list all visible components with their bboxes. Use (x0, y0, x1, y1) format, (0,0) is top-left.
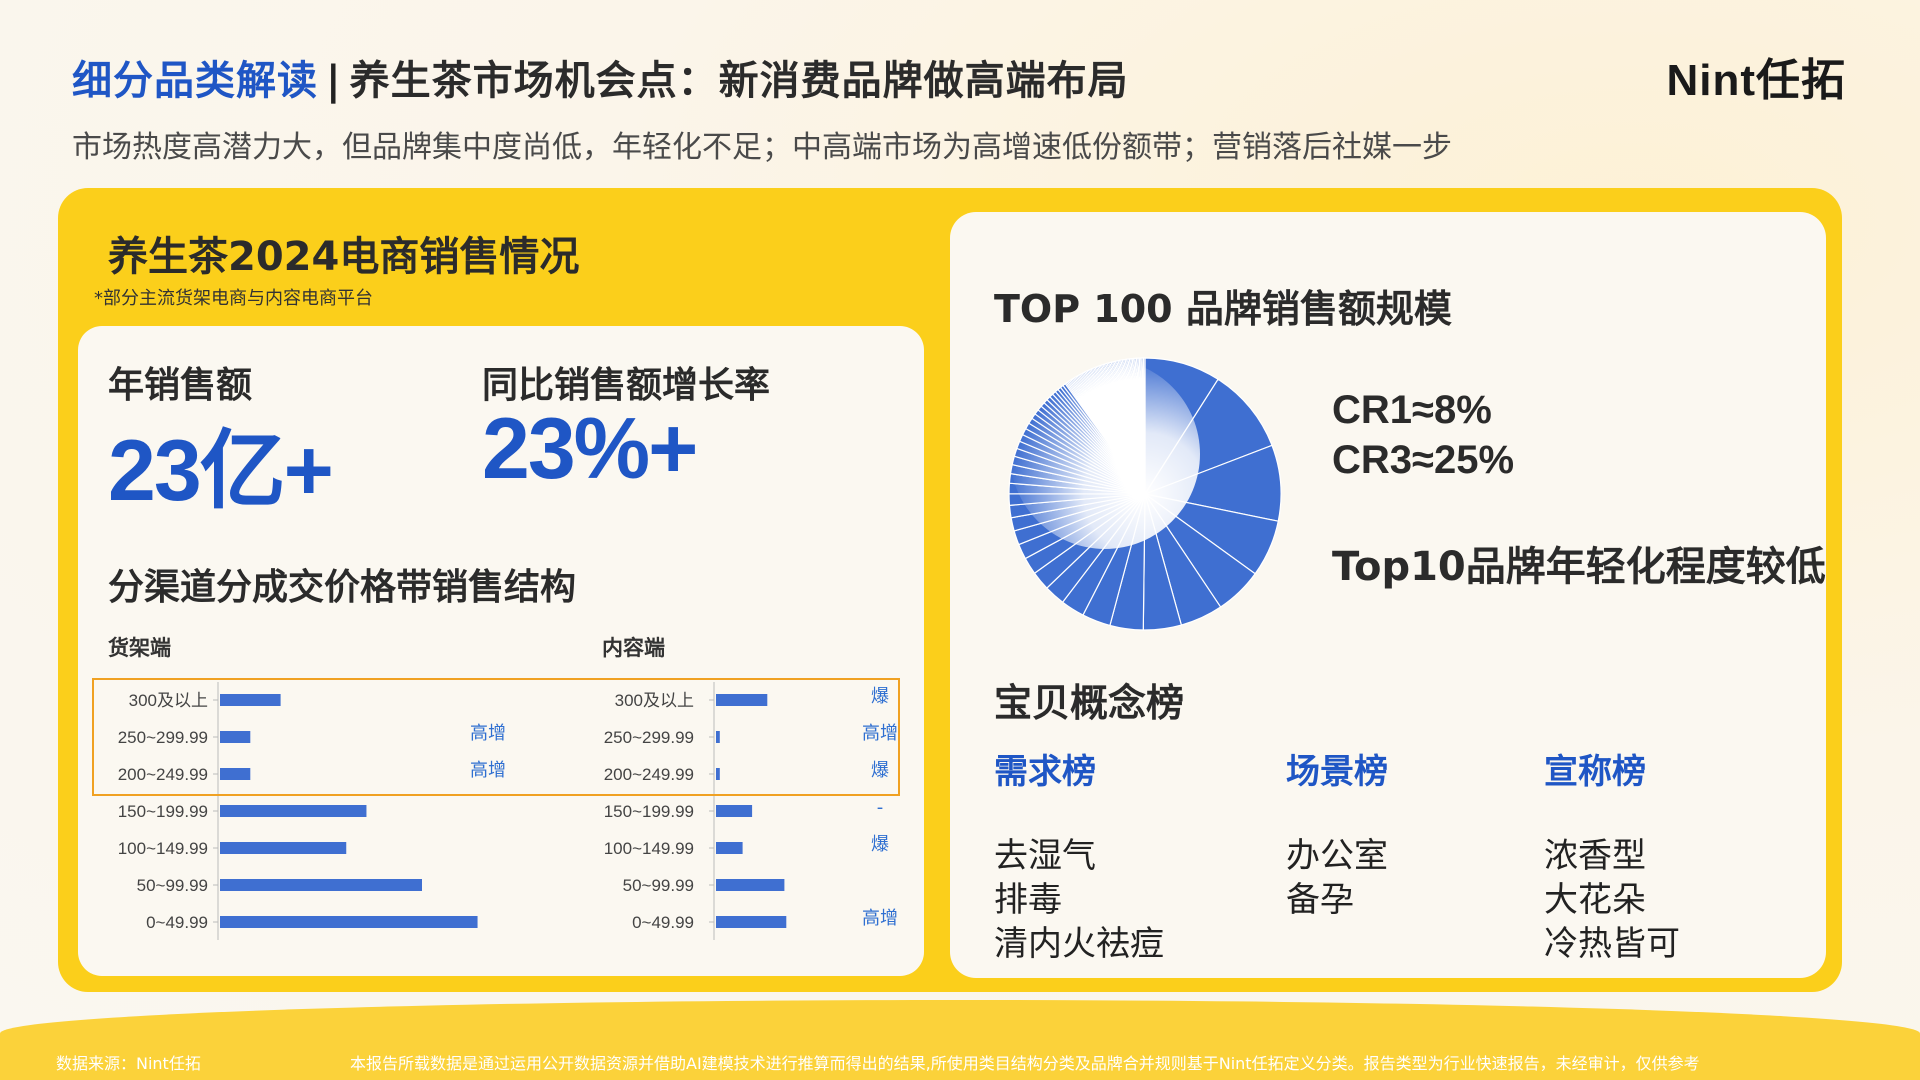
shelf-annotation: 高增 (470, 760, 506, 781)
header-title: 细分品类解读 | 养生茶市场机会点：新消费品牌做高端布局 (72, 48, 1129, 106)
scene-item: 备孕 (1286, 880, 1354, 920)
content-category-label: 50~99.99 (623, 876, 694, 895)
content-bar (716, 768, 720, 780)
shelf-bar (220, 731, 251, 743)
header-main-title: 养生茶市场机会点：新消费品牌做高端布局 (349, 58, 1129, 104)
shelf-bar (220, 842, 347, 854)
price-band-bar-chart: 300及以上 250~299.99 高增 200~249.99 高增 150~199.99… (118, 682, 898, 940)
channel-content-label: 内容端 (602, 636, 665, 660)
premium-band-highlight (92, 678, 900, 796)
pie-title: TOP 100 品牌销售额规模 (994, 287, 1452, 331)
shelf-bar (220, 879, 422, 891)
shelf-category-label: 100~149.99 (118, 839, 208, 858)
header-accent: 细分品类解读 (72, 58, 318, 104)
content-category-label: 200~249.99 (604, 765, 694, 784)
scene-ranking-head: 场景榜 (1286, 752, 1388, 792)
content-bar (716, 694, 768, 706)
content-annotation: 爆 (871, 834, 889, 855)
bottom-wave (0, 1000, 1920, 1080)
demand-item: 去湿气 (994, 836, 1096, 876)
concept-ranking-title: 宝贝概念榜 (994, 681, 1185, 725)
demand-ranking-head: 需求榜 (994, 752, 1096, 792)
shelf-bar (220, 768, 251, 780)
header-separator: | (326, 58, 342, 104)
content-annotation: - (877, 797, 884, 818)
left-section-title: 养生茶2024电商销售情况 (108, 234, 580, 280)
shelf-bar (220, 805, 367, 817)
shelf-category-label: 0~49.99 (146, 913, 208, 932)
stat-annual-sales-value: 23亿+ (108, 423, 334, 519)
footer-disclaimer: 本报告所载数据是通过运用公开数据资源并借助AI建模技术进行推算而得出的结果,所使… (350, 1054, 1700, 1073)
stat-growth-label: 同比销售额增长率 (482, 365, 771, 406)
stat-annual-sales-label: 年销售额 (108, 365, 253, 406)
bar-section-title: 分渠道分成交价格带销售结构 (108, 567, 577, 608)
shelf-annotation: 高增 (470, 723, 506, 744)
stat-growth-value: 23%+ (482, 401, 698, 497)
left-section-note: *部分主流货架电商与内容电商平台 (94, 288, 373, 309)
claim-item: 冷热皆可 (1544, 924, 1680, 964)
content-category-label: 150~199.99 (604, 802, 694, 821)
cr1-text: CR1≈8% (1332, 388, 1492, 432)
shelf-category-label: 250~299.99 (118, 728, 208, 747)
demand-item: 排毒 (994, 880, 1062, 920)
content-category-label: 300及以上 (615, 691, 694, 710)
shelf-bar (220, 916, 478, 928)
content-category-label: 0~49.99 (632, 913, 694, 932)
shelf-category-label: 50~99.99 (137, 876, 208, 895)
top100-pie-chart (1008, 357, 1282, 631)
content-category-label: 100~149.99 (604, 839, 694, 858)
shelf-category-label: 150~199.99 (118, 802, 208, 821)
content-category-label: 250~299.99 (604, 728, 694, 747)
claim-ranking-head: 宣称榜 (1544, 752, 1646, 792)
content-bar (716, 842, 743, 854)
claim-item: 浓香型 (1544, 836, 1646, 876)
shelf-category-label: 300及以上 (129, 691, 208, 710)
demand-item: 清内火祛痘 (994, 924, 1164, 964)
content-annotation: 爆 (871, 760, 889, 781)
shelf-bar (220, 694, 281, 706)
pie-tail-glow (1010, 359, 1200, 549)
channel-shelf-label: 货架端 (108, 636, 171, 660)
page-subtitle: 市场热度高潜力大，但品牌集中度尚低，年轻化不足；中高端市场为高增速低份额带；营销… (72, 130, 1452, 165)
claim-item: 大花朵 (1544, 880, 1646, 920)
content-annotation: 爆 (871, 686, 889, 707)
footer-source: 数据来源：Nint任拓 (56, 1054, 201, 1073)
shelf-category-label: 200~249.99 (118, 765, 208, 784)
content-bar (716, 731, 720, 743)
content-bar (716, 916, 787, 928)
brand-logo: Nint任拓 (1666, 56, 1846, 105)
scene-item: 办公室 (1286, 836, 1388, 876)
content-bar (716, 805, 753, 817)
young-brand-text: Top10品牌年轻化程度较低 (1332, 544, 1826, 590)
content-annotation: 高增 (862, 908, 898, 929)
content-annotation: 高增 (862, 723, 898, 744)
left-card (78, 326, 924, 976)
cr3-text: CR3≈25% (1332, 438, 1515, 482)
content-bar (716, 879, 785, 891)
